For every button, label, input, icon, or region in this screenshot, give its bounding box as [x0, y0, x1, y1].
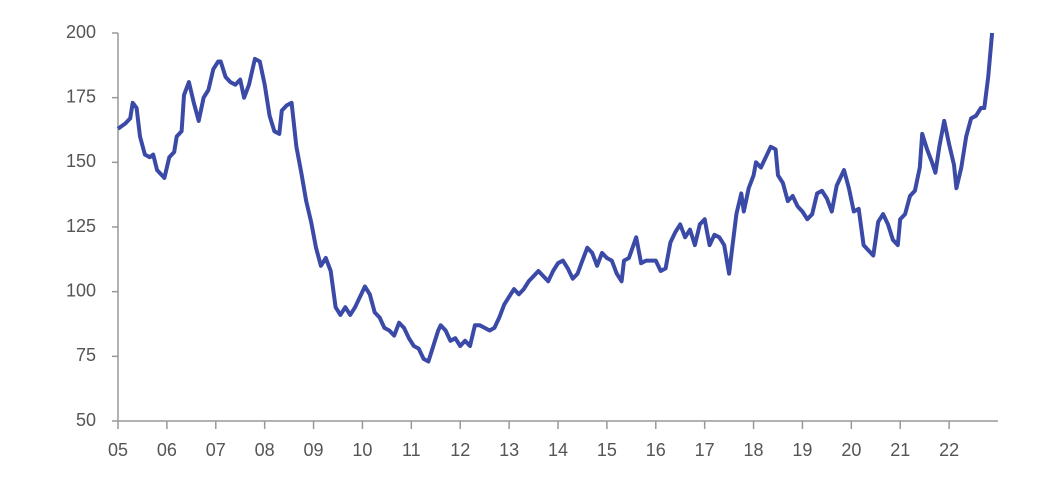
x-tick-label: 05	[108, 440, 128, 460]
x-tick-label: 09	[304, 440, 324, 460]
x-tick-label: 21	[890, 440, 910, 460]
x-tick-label: 22	[939, 440, 959, 460]
x-tick-label: 11	[402, 440, 421, 460]
y-tick-label: 200	[66, 22, 96, 42]
y-tick-label: 75	[76, 345, 96, 365]
x-tick-label: 07	[206, 440, 226, 460]
x-tick-label: 08	[255, 440, 275, 460]
x-tick-label: 12	[450, 440, 470, 460]
y-tick-label: 150	[66, 151, 96, 171]
x-tick-label: 14	[548, 440, 568, 460]
x-tick-label: 13	[499, 440, 519, 460]
y-tick-label: 100	[66, 280, 96, 300]
x-tick-label: 19	[792, 440, 812, 460]
y-tick-label: 50	[76, 410, 96, 430]
x-tick-label: 16	[646, 440, 666, 460]
line	[116, 32, 995, 364]
x-tick-label: 06	[157, 440, 177, 460]
x-tick-label: 20	[841, 440, 861, 460]
x-tick-label: 17	[695, 440, 715, 460]
x-tick-label: 15	[597, 440, 617, 460]
y-tick-label: 125	[66, 216, 96, 236]
y-tick-label: 175	[66, 86, 96, 106]
x-tick-label: 18	[744, 440, 764, 460]
x-tick-label: 10	[352, 440, 372, 460]
